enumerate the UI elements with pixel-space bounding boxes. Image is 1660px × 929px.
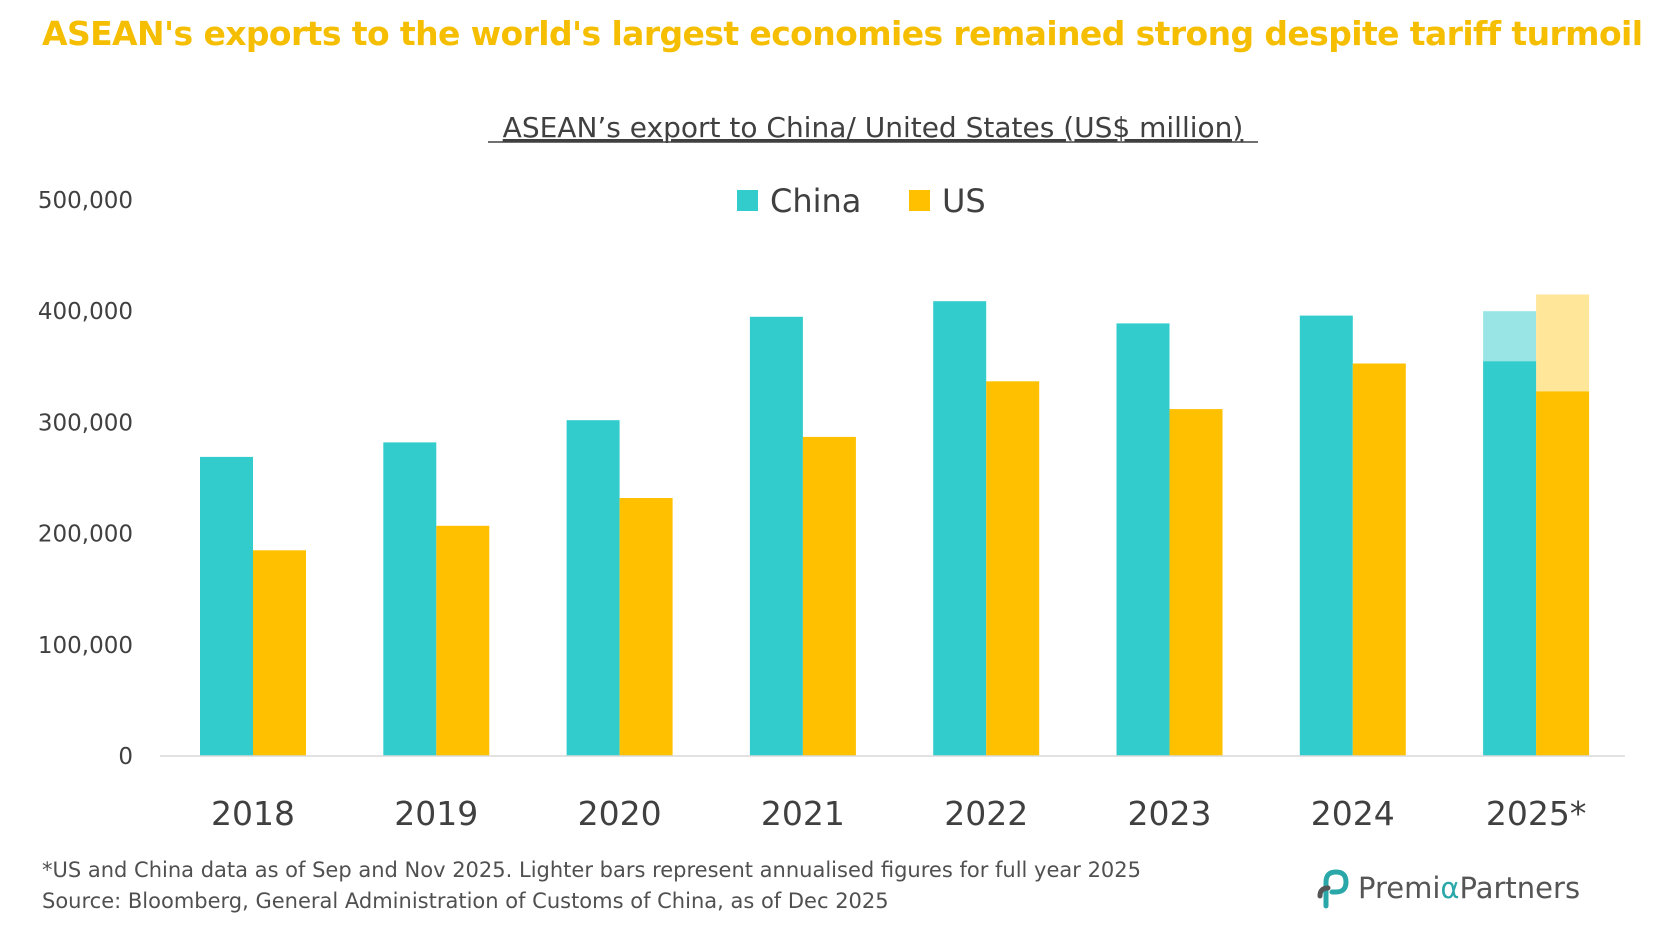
y-axis-ticks: 0 100,000 200,000 300,000 400,000 500,000	[38, 188, 133, 770]
premia-logo-icon	[1317, 869, 1349, 909]
legend-label-us: US	[942, 182, 986, 220]
bar-china	[1483, 361, 1537, 756]
bar-china	[383, 442, 437, 756]
bar-us	[619, 498, 673, 756]
bar-china	[566, 420, 620, 756]
legend: China US	[737, 182, 986, 220]
bar-china	[749, 316, 803, 756]
legend-label-china: China	[770, 182, 861, 220]
bar-us	[1169, 409, 1223, 756]
x-tick-label: 2022	[944, 794, 1028, 833]
y-tick-label: 300,000	[38, 410, 133, 436]
bar-us	[986, 381, 1040, 756]
x-axis-ticks: 2018 2019 2020 2021 2022 2023 2024 2025*	[211, 794, 1586, 833]
bar-china	[1116, 323, 1170, 756]
x-tick-label: 2024	[1311, 794, 1395, 833]
bar-china	[200, 456, 253, 756]
x-tick-label: 2025*	[1486, 794, 1586, 833]
legend-swatch-china	[737, 190, 758, 211]
bar-us	[253, 550, 306, 756]
y-tick-label: 0	[118, 744, 133, 770]
footnote: *US and China data as of Sep and Nov 202…	[42, 855, 1141, 917]
premia-partners-logo: PremiαPartners	[1316, 866, 1580, 910]
bar-china	[1299, 315, 1353, 756]
bar-china	[933, 301, 987, 756]
logo-alpha: α	[1440, 871, 1460, 905]
logo-wordmark: PremiαPartners	[1358, 871, 1580, 905]
x-tick-label: 2021	[761, 794, 845, 833]
headline: ASEAN's exports to the world's largest e…	[42, 14, 1643, 53]
x-tick-label: 2018	[211, 794, 295, 833]
logo-word-premi: Premi	[1358, 871, 1441, 905]
x-tick-label: 2020	[578, 794, 662, 833]
legend-swatch-us	[909, 190, 930, 211]
bar-us	[1352, 363, 1406, 756]
bar-us	[802, 436, 856, 756]
y-tick-label: 100,000	[38, 633, 133, 659]
bar-us-annualised	[1536, 294, 1590, 392]
bar-china-annualised	[1483, 311, 1537, 362]
logo-word-partners: Partners	[1459, 871, 1581, 905]
footnote-source: Source: Bloomberg, General Administratio…	[42, 889, 889, 913]
x-tick-label: 2023	[1128, 794, 1212, 833]
bars	[200, 294, 1590, 756]
bar-us	[436, 525, 490, 756]
y-tick-label: 200,000	[38, 522, 133, 548]
chart-subtitle: ASEAN’s export to China/ United States (…	[503, 111, 1244, 144]
x-tick-label: 2019	[394, 794, 478, 833]
bar-us	[1536, 391, 1590, 756]
y-tick-label: 400,000	[38, 299, 133, 325]
footnote-note: *US and China data as of Sep and Nov 202…	[42, 858, 1142, 882]
y-tick-label: 500,000	[38, 188, 133, 214]
